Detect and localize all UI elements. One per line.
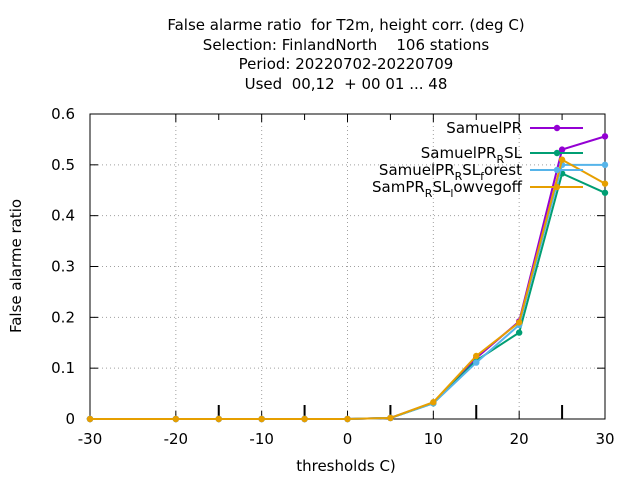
data-point [344,415,351,423]
legend-swatch-marker [553,149,561,157]
chart-title-line-2: Selection: FinlandNorth 106 stations [202,35,490,54]
legend-label-part: l [450,187,453,200]
x-tick-label: 20 [510,430,529,448]
data-point [258,415,265,423]
y-tick-label: 0.5 [51,156,75,174]
legend-label: SamuelPR [446,119,522,137]
chart-title-line-3: Period: 20220702-20220709 [238,55,454,73]
legend-label-part: f [480,170,485,183]
chart-title: False alarme ratio for T2m, height corr.… [0,16,640,94]
y-tick-label: 0.2 [51,308,75,326]
legend-label-part: R [425,187,433,200]
grid-lines [90,114,605,419]
x-axis-label: thresholds C) [296,457,396,475]
series-SamPR_RSL_lowvegoff [86,156,609,423]
x-tick-label: 10 [424,430,443,448]
data-point [430,399,437,406]
data-point [601,189,609,196]
data-point [558,146,566,153]
legend-label-part: SamPR [372,178,425,196]
legend-swatch-marker [553,166,561,174]
data-point [558,156,566,163]
legend-swatch-marker [553,124,561,132]
data-point [172,415,180,423]
legend-entry: SamuelPRRSLforest [379,161,583,183]
chart-title-line-1: False alarme ratio for T2m, height corr.… [167,16,525,34]
legend-label: SamPRRSLlowvegoff [372,178,523,200]
series-SamuelPR_RSL [86,170,609,423]
series-layer [86,133,609,423]
x-tick-label: -30 [78,430,103,448]
legend-entry: SamuelPRRSL [421,144,583,166]
data-point [301,415,308,423]
x-tick-label: -20 [164,430,189,448]
data-point [473,359,480,366]
y-tick-label: 0.1 [51,359,75,377]
data-point [473,352,480,360]
legend-label: SamuelPRRSLforest [379,161,522,183]
data-point [515,329,523,336]
legend-entry: SamuelPR [446,119,583,137]
legend-label-part: R [496,153,504,166]
x-tick-label: -10 [249,430,274,448]
data-point [387,414,394,422]
legend-label-part: SamuelPR [421,144,497,162]
legend-label-part: R [455,170,463,183]
legend: SamuelPRSamuelPRRSLSamuelPRRSLforestSamP… [372,119,583,200]
legend-label-part: SL [462,161,481,179]
data-point [601,133,609,140]
legend-label-part: SL [432,178,451,196]
legend-label: SamuelPRRSL [421,144,523,166]
legend-entry: SamPRRSLlowvegoff [372,178,583,200]
data-point [215,415,222,423]
data-point [601,161,609,169]
data-point [86,415,94,423]
legend-swatch-marker [553,183,561,191]
data-point [601,180,609,187]
data-point [515,319,523,326]
ticks: -30 -20 -10 0 10 20 30 0 0.1 0.2 0.3 0.4 0.5 0.6 [51,105,614,448]
legend-label-part: orest [484,161,522,179]
series-line [90,158,606,420]
legend-label-part: owvegoff [453,178,522,196]
y-tick-label: 0.6 [51,105,75,123]
y-tick-label: 0.4 [51,207,75,225]
legend-label-part: SamuelPR [379,161,455,179]
y-tick-label: 0 [65,410,75,428]
y-tick-label: 0.3 [51,258,75,276]
y-axis-label: False alarme ratio [7,199,25,333]
x-tick-label: 0 [343,430,353,448]
legend-label-part: SamuelPR [446,119,522,137]
x-tick-label: 30 [595,430,614,448]
legend-label-part: SL [504,144,523,162]
chart-title-line-4: Used 00,12 + 00 01 ... 48 [244,74,448,93]
